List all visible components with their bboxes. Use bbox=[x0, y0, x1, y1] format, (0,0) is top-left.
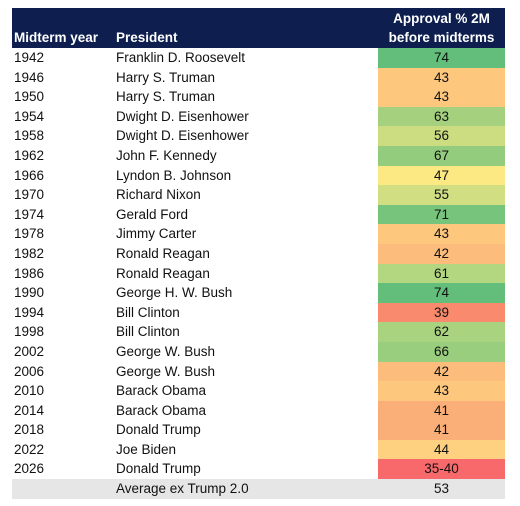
approval-cell: 66 bbox=[378, 341, 505, 362]
table-row: 1966 Lyndon B. Johnson 47 bbox=[12, 165, 505, 186]
table-row: 1946 Harry S. Truman 43 bbox=[12, 67, 505, 88]
president-cell: Ronald Reagan bbox=[116, 265, 210, 281]
table-row: 1998 Bill Clinton 62 bbox=[12, 322, 505, 342]
president-cell: Harry S. Truman bbox=[116, 69, 216, 85]
president-cell: Lyndon B. Johnson bbox=[116, 167, 232, 183]
year-cell: 1958 bbox=[14, 128, 45, 144]
approval-cell: 47 bbox=[378, 165, 505, 186]
header-row: Midterm year President Approval % 2M bef… bbox=[12, 8, 505, 48]
average-value: 53 bbox=[433, 481, 450, 497]
table-row: 1942 Franklin D. Roosevelt 74 bbox=[12, 48, 505, 68]
year-cell: 1962 bbox=[14, 147, 45, 163]
year-cell: 2022 bbox=[14, 441, 45, 457]
approval-cell: 39 bbox=[378, 302, 505, 323]
table-row: 1982 Ronald Reagan 42 bbox=[12, 243, 505, 264]
president-cell: George H. W. Bush bbox=[116, 285, 233, 301]
table-row: 2022 Joe Biden 44 bbox=[12, 439, 505, 460]
table-row: 1986 Ronald Reagan 61 bbox=[12, 263, 505, 284]
president-cell: Donald Trump bbox=[116, 422, 201, 438]
president-cell: Franklin D. Roosevelt bbox=[116, 50, 246, 65]
header-approval-1: Approval % 2M bbox=[393, 11, 490, 26]
average-label: Average ex Trump 2.0 bbox=[116, 481, 249, 497]
table-row: 1958 Dwight D. Eisenhower 56 bbox=[12, 126, 505, 146]
approval-cell: 61 bbox=[378, 263, 505, 284]
year-cell: 1970 bbox=[14, 187, 45, 203]
year-cell: 2026 bbox=[14, 461, 45, 477]
president-cell: Bill Clinton bbox=[116, 304, 180, 320]
president-cell: Gerald Ford bbox=[116, 206, 189, 222]
president-cell: Donald Trump bbox=[116, 461, 201, 477]
approval-cell: 43 bbox=[378, 87, 505, 107]
president-cell: Dwight D. Eisenhower bbox=[116, 108, 249, 124]
table-row: 1962 John F. Kennedy 67 bbox=[12, 145, 505, 166]
approval-cell: 56 bbox=[378, 126, 505, 146]
table-row: 2026 Donald Trump 35-40 bbox=[12, 459, 505, 480]
approval-cell: 67 bbox=[378, 145, 505, 166]
approval-cell: 71 bbox=[378, 204, 505, 225]
approval-cell: 41 bbox=[378, 420, 505, 440]
table-row: 1994 Bill Clinton 39 bbox=[12, 302, 505, 323]
year-cell: 2014 bbox=[14, 402, 45, 418]
table-row: 1970 Richard Nixon 55 bbox=[12, 185, 505, 205]
table-row: 2002 George W. Bush 66 bbox=[12, 341, 505, 362]
table-row: 2014 Barack Obama 41 bbox=[12, 400, 505, 421]
president-cell: George W. Bush bbox=[116, 363, 216, 379]
president-cell: Bill Clinton bbox=[116, 324, 180, 340]
year-cell: 1954 bbox=[14, 108, 45, 124]
year-cell: 1986 bbox=[14, 265, 45, 281]
year-cell: 1966 bbox=[14, 167, 45, 183]
approval-cell: 42 bbox=[378, 243, 505, 264]
header-approval-2: before midterms bbox=[388, 30, 495, 45]
approval-cell: 43 bbox=[378, 67, 505, 88]
year-cell: 1942 bbox=[14, 50, 45, 65]
header-president: President bbox=[116, 30, 178, 45]
year-cell: 1994 bbox=[14, 304, 45, 320]
president-cell: Dwight D. Eisenhower bbox=[116, 128, 249, 144]
table-body: 1942 Franklin D. Roosevelt 74 1946 Harry S. … bbox=[12, 48, 505, 480]
table-row: 1954 Dwight D. Eisenhower 63 bbox=[12, 106, 505, 127]
approval-cell: 35-40 bbox=[378, 459, 505, 480]
year-cell: 2002 bbox=[14, 343, 45, 359]
president-cell: Barack Obama bbox=[116, 383, 207, 399]
approval-cell: 74 bbox=[378, 48, 505, 68]
president-cell: John F. Kennedy bbox=[116, 147, 217, 163]
year-cell: 1974 bbox=[14, 206, 45, 222]
year-cell: 2010 bbox=[14, 383, 45, 399]
year-cell: 2006 bbox=[14, 363, 45, 379]
president-cell: Jimmy Carter bbox=[116, 226, 197, 242]
president-cell: Ronald Reagan bbox=[116, 245, 210, 261]
approval-table: Midterm year President Approval % 2M bef… bbox=[12, 8, 505, 499]
president-cell: Harry S. Truman bbox=[116, 89, 216, 105]
table-row: 1950 Harry S. Truman 43 bbox=[12, 87, 505, 107]
year-cell: 1982 bbox=[14, 245, 45, 261]
table-row: 2006 George W. Bush 42 bbox=[12, 361, 505, 382]
approval-cell: 55 bbox=[378, 185, 505, 205]
president-cell: Barack Obama bbox=[116, 402, 207, 418]
approval-cell: 44 bbox=[378, 439, 505, 460]
year-cell: 2018 bbox=[14, 422, 45, 438]
table-row: 2018 Donald Trump 41 bbox=[12, 420, 505, 440]
year-cell: 1978 bbox=[14, 226, 45, 242]
president-cell: Richard Nixon bbox=[116, 187, 201, 203]
approval-cell: 42 bbox=[378, 361, 505, 382]
approval-cell: 62 bbox=[378, 322, 505, 342]
approval-cell: 43 bbox=[378, 224, 505, 244]
year-cell: 1946 bbox=[14, 69, 45, 85]
approval-cell: 41 bbox=[378, 400, 505, 421]
president-cell: George W. Bush bbox=[116, 343, 216, 359]
header-year: Midterm year bbox=[14, 30, 99, 45]
table-row: 1974 Gerald Ford 71 bbox=[12, 204, 505, 225]
table-row: 2010 Barack Obama 43 bbox=[12, 381, 505, 401]
average-row: Average ex Trump 2.0 53 bbox=[12, 479, 505, 499]
year-cell: 1998 bbox=[14, 324, 45, 340]
approval-cell: 43 bbox=[378, 381, 505, 401]
approval-cell: 63 bbox=[378, 106, 505, 127]
year-cell: 1950 bbox=[14, 89, 45, 105]
year-cell: 1990 bbox=[14, 285, 45, 301]
table-row: 1990 George H. W. Bush 74 bbox=[12, 283, 505, 303]
president-cell: Joe Biden bbox=[116, 441, 177, 457]
table-row: 1978 Jimmy Carter 43 bbox=[12, 224, 505, 244]
approval-cell: 74 bbox=[378, 283, 505, 303]
